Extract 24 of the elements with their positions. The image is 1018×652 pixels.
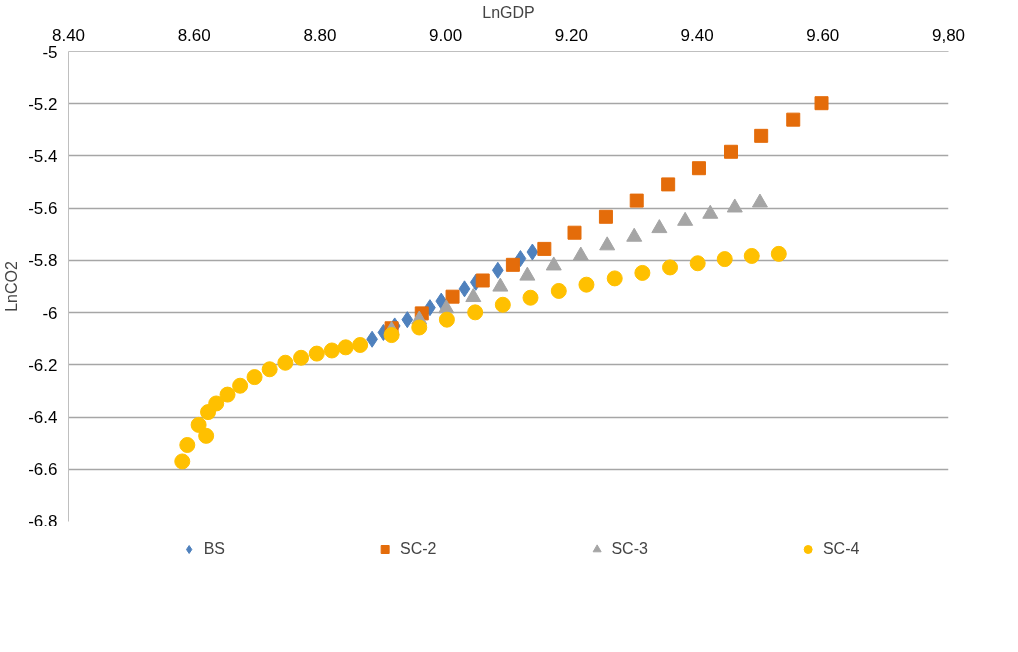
y-tick-label: -5 <box>42 42 58 62</box>
x-tick-label: 8.40 <box>51 25 86 45</box>
x-tick-label: 8.80 <box>303 25 337 45</box>
y-tick-label: -5.2 <box>28 94 58 114</box>
y-tick-label: -5.6 <box>28 199 58 219</box>
x-axis-title: LnGDP <box>482 3 535 21</box>
x-tick-label: 8.60 <box>177 25 211 45</box>
x-tick-label: 9.40 <box>680 25 714 45</box>
legend-label: BS <box>203 539 225 558</box>
x-tick-label: 9.00 <box>429 25 463 45</box>
y-tick-label: -6.4 <box>28 408 58 428</box>
y-tick-label: -5.8 <box>28 251 58 271</box>
y-tick-label: -6 <box>42 303 58 323</box>
x-tick-label: 9.20 <box>554 25 588 45</box>
x-tick-label: 9,80 <box>931 25 966 45</box>
y-axis-title: LnCO2 <box>3 261 21 312</box>
legend-label: SC-2 <box>399 539 437 558</box>
y-tick-label: -6.2 <box>28 355 58 375</box>
y-tick-label: -5.4 <box>28 146 58 166</box>
x-tick-label: 9.60 <box>806 25 840 45</box>
legend-label: SC-4 <box>822 539 860 558</box>
y-tick-label: -6.8 <box>28 511 58 531</box>
legend-label: SC-3 <box>611 539 648 558</box>
y-tick-label: -6.6 <box>28 460 58 480</box>
